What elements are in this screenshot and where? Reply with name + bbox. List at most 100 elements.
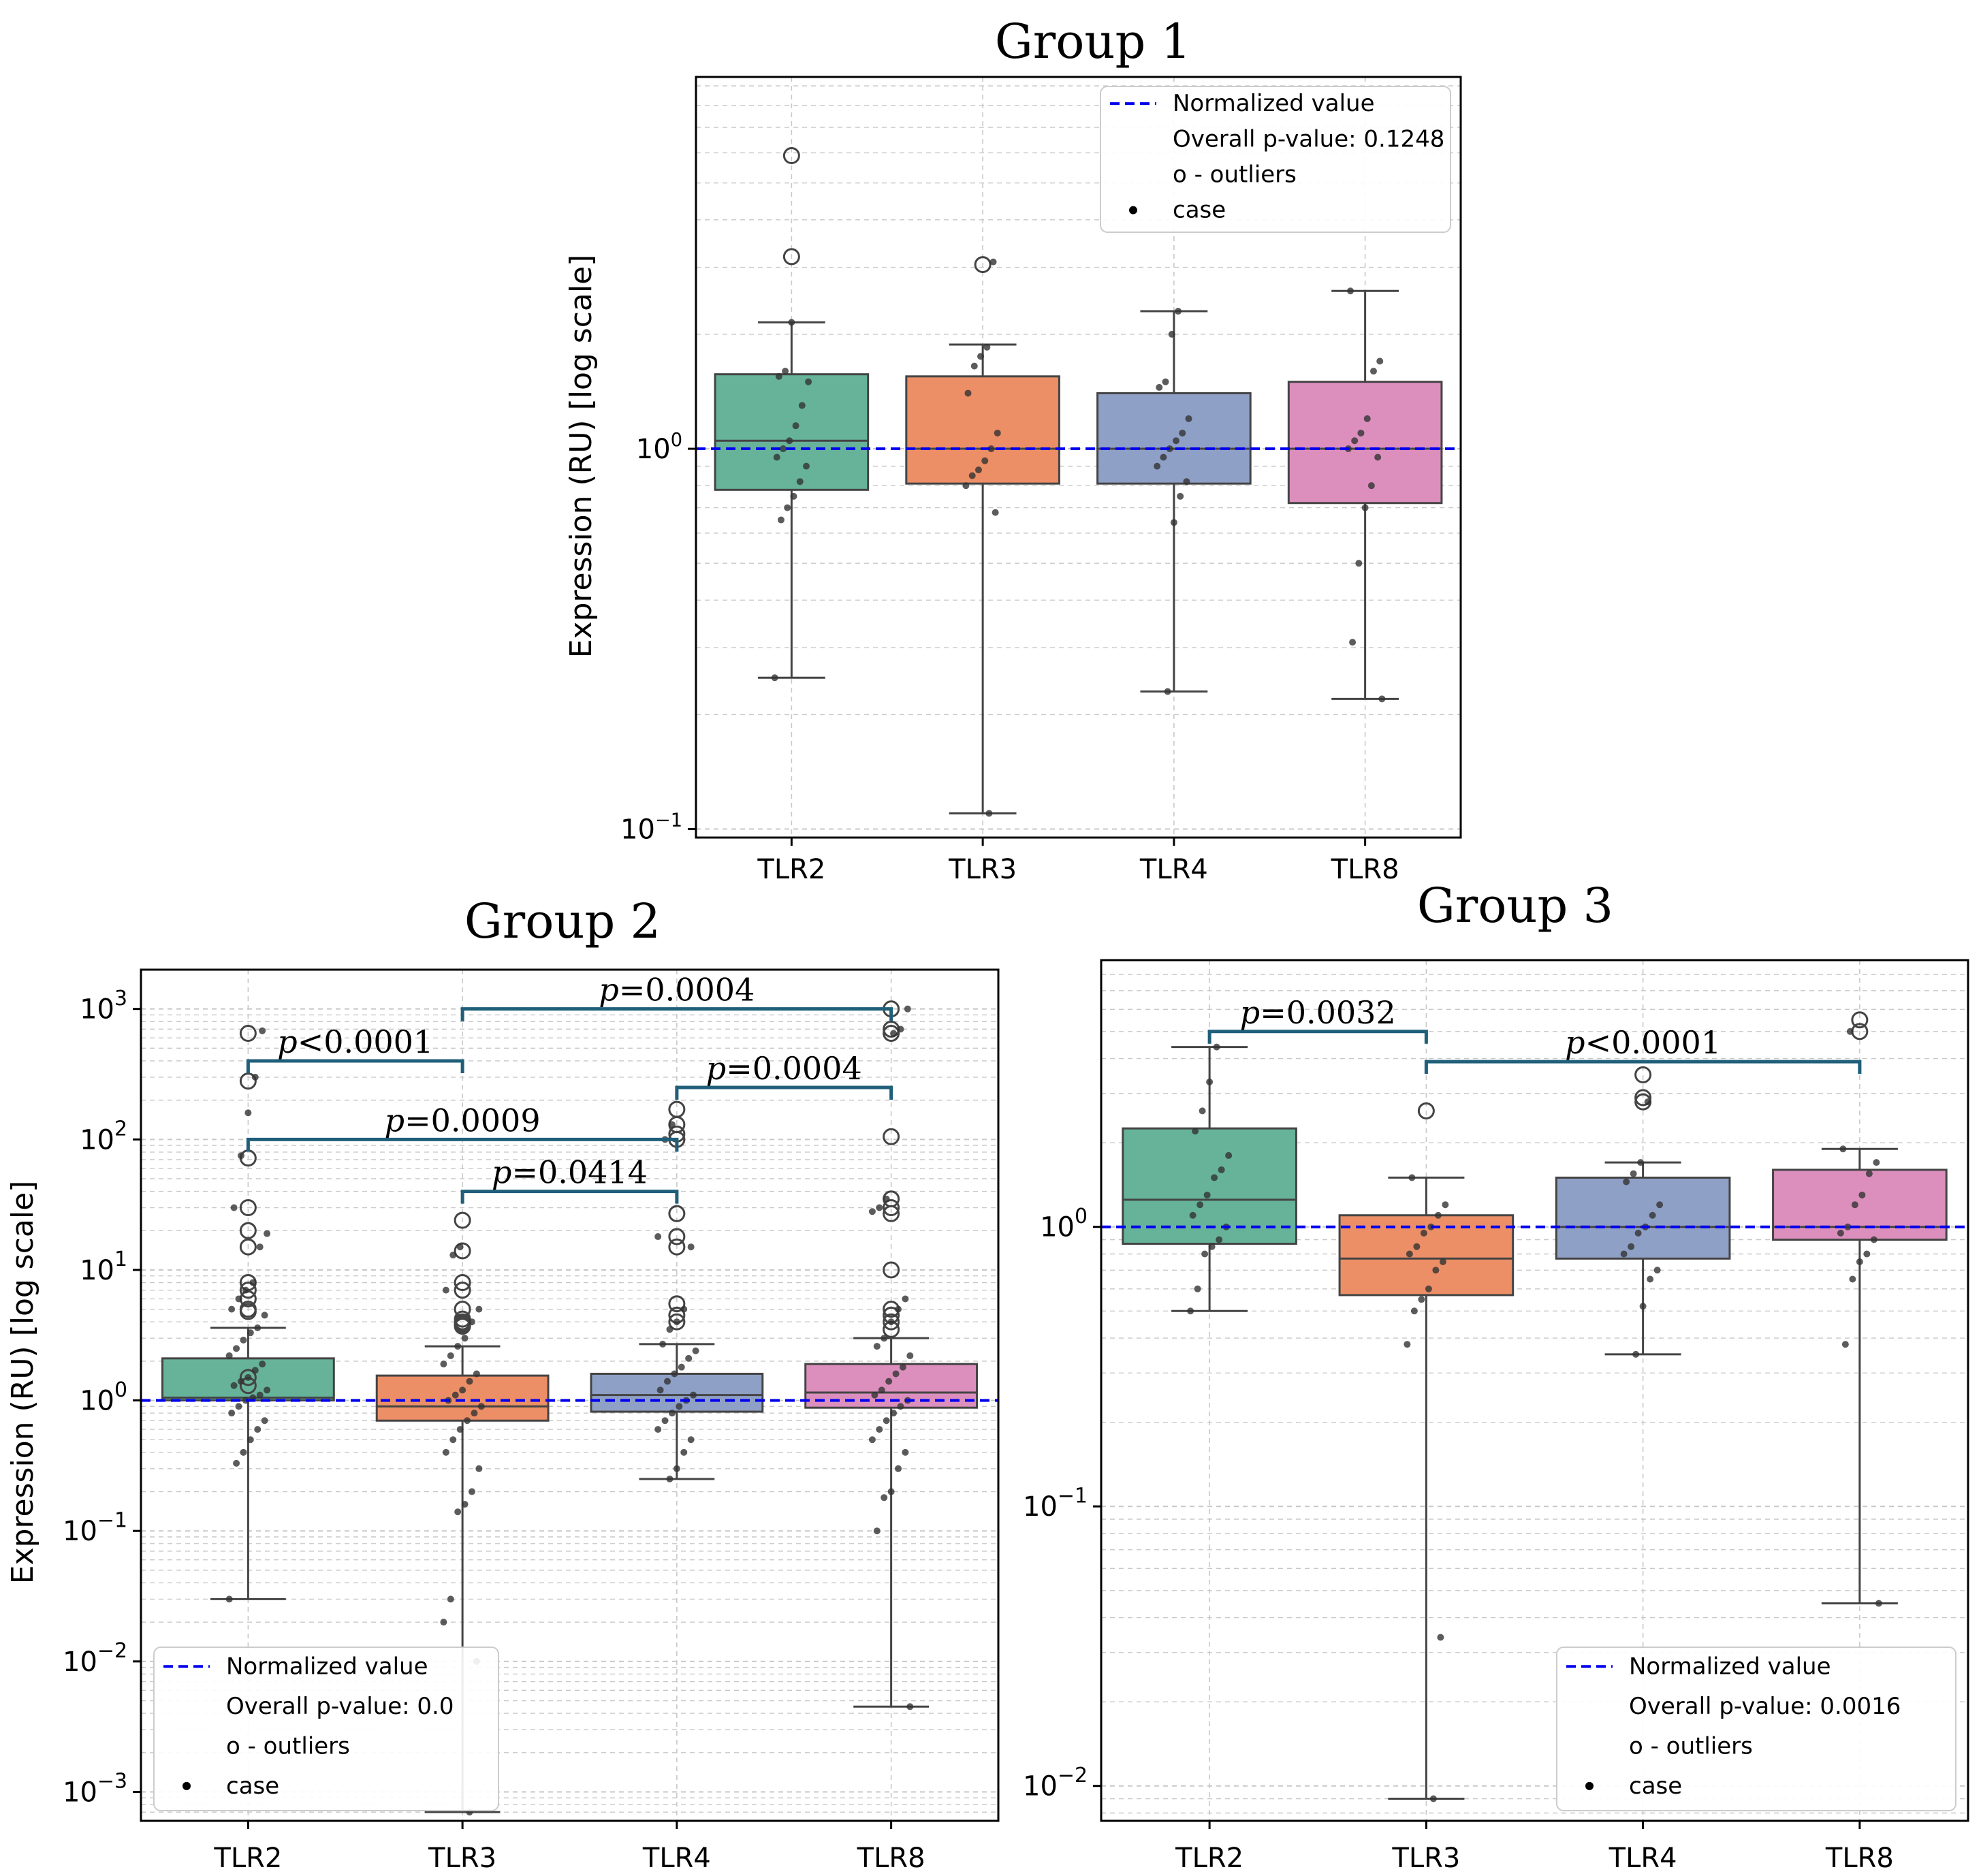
- legend-case-swatch: [1129, 206, 1137, 214]
- x-tick-label: TLR8: [857, 1843, 925, 1874]
- case-point: [868, 1436, 876, 1444]
- case-point: [468, 1488, 475, 1495]
- case-point: [1194, 1285, 1201, 1292]
- case-point: [225, 1352, 233, 1359]
- box-body: [1122, 1127, 1297, 1245]
- case-point: [1196, 1201, 1204, 1209]
- case-point: [977, 353, 985, 360]
- case-point: [890, 1410, 898, 1417]
- case-point: [461, 1335, 469, 1342]
- case-point: [473, 1370, 480, 1378]
- case-point: [690, 1391, 697, 1399]
- p-value-label: p=0.0032: [1240, 994, 1396, 1031]
- chart-title: Group 2: [464, 893, 661, 949]
- case-point: [466, 1378, 473, 1385]
- case-point: [790, 492, 797, 500]
- case-point: [773, 454, 780, 461]
- y-tick-label: 10−3: [63, 1770, 127, 1809]
- case-point: [244, 1109, 252, 1117]
- y-tick-label: 102: [80, 1117, 127, 1156]
- case-point: [1367, 482, 1375, 490]
- outlier-marker: [1634, 1089, 1652, 1107]
- case-point: [1637, 1159, 1645, 1166]
- case-point: [1361, 504, 1369, 511]
- outlier-marker: [668, 1205, 686, 1222]
- case-point: [1213, 1043, 1220, 1051]
- case-point: [1849, 1275, 1856, 1283]
- case-point: [254, 1426, 262, 1433]
- case-point: [1837, 1229, 1844, 1237]
- case-point: [1164, 688, 1171, 695]
- case-point: [985, 810, 993, 817]
- outlier-marker: [454, 1274, 471, 1292]
- legend-case-swatch: [1585, 1781, 1594, 1790]
- y-tick-label: 10−1: [620, 810, 682, 846]
- x-tick-label: TLR2: [757, 854, 825, 885]
- case-point: [1844, 1223, 1852, 1230]
- case-point: [798, 402, 806, 409]
- box-tlr8: [804, 1000, 979, 1711]
- bracket-line: [246, 1137, 679, 1152]
- outlier-marker: [239, 1282, 257, 1299]
- case-point: [788, 319, 795, 326]
- case-point: [261, 1417, 268, 1425]
- case-point: [477, 1403, 485, 1410]
- legend-entry: o - outliers: [226, 1732, 350, 1760]
- outlier-marker: [668, 1238, 686, 1256]
- case-point: [775, 372, 782, 380]
- case-point: [1378, 695, 1386, 703]
- outlier-marker: [239, 1199, 257, 1217]
- case-point: [904, 1005, 911, 1013]
- y-axis-label: Expression (RU) [log scale]: [5, 1181, 40, 1585]
- chart-title: Group 1: [995, 14, 1191, 69]
- y-axis-label: Expression (RU) [log scale]: [564, 255, 599, 658]
- p-value-label: p=0.0004: [599, 972, 755, 1008]
- outlier-marker: [239, 1025, 257, 1043]
- p-value-label: p=0.0009: [385, 1102, 541, 1139]
- case-point: [1410, 1307, 1418, 1315]
- case-point: [1162, 378, 1169, 385]
- case-point: [240, 1448, 247, 1456]
- panel-group-1: Group 1 Expression (RU) [log scale] 10−1 10…: [564, 14, 1462, 885]
- outlier-marker: [883, 1025, 900, 1043]
- case-point: [897, 1026, 904, 1033]
- legend-box: [1100, 86, 1451, 233]
- box-body: [1772, 1168, 1948, 1241]
- case-point: [237, 1152, 244, 1160]
- case-point: [256, 1391, 264, 1399]
- case-point: [1201, 1250, 1209, 1258]
- case-point: [1172, 437, 1179, 445]
- outlier-marker: [668, 1228, 686, 1245]
- bracket-line: [1424, 1060, 1862, 1075]
- legend: Normalized value Overall p-value: 0.0016 o…: [1556, 1647, 1956, 1811]
- case-point: [233, 1459, 240, 1467]
- outlier-marker: [1851, 1011, 1869, 1029]
- case-point: [777, 516, 785, 524]
- outlier-marker: [782, 248, 800, 266]
- case-point: [805, 378, 812, 385]
- outlier-marker: [782, 147, 800, 165]
- case-point: [259, 1027, 266, 1034]
- case-point: [1865, 1170, 1873, 1177]
- case-point: [1347, 287, 1354, 295]
- case-point: [454, 1343, 462, 1350]
- p-value-label: p=0.0004: [706, 1050, 862, 1087]
- case-point: [780, 445, 787, 453]
- outlier-marker: [239, 1072, 257, 1090]
- case-point: [264, 1230, 271, 1237]
- plot-frame: [140, 968, 1000, 1822]
- case-point: [654, 1233, 662, 1241]
- case-point: [440, 1361, 447, 1368]
- y-tick-label: 10−2: [1023, 1764, 1088, 1802]
- case-point: [1432, 1267, 1440, 1274]
- case-point: [666, 1475, 673, 1482]
- case-point: [1154, 462, 1161, 470]
- case-point: [1175, 308, 1182, 315]
- case-point: [1873, 1159, 1880, 1166]
- case-point: [464, 1417, 471, 1425]
- case-point: [228, 1410, 236, 1417]
- case-point: [680, 1448, 688, 1456]
- significance-bracket: p=0.0004: [675, 1050, 893, 1100]
- case-point: [1420, 1229, 1427, 1237]
- case-point: [1218, 1166, 1225, 1173]
